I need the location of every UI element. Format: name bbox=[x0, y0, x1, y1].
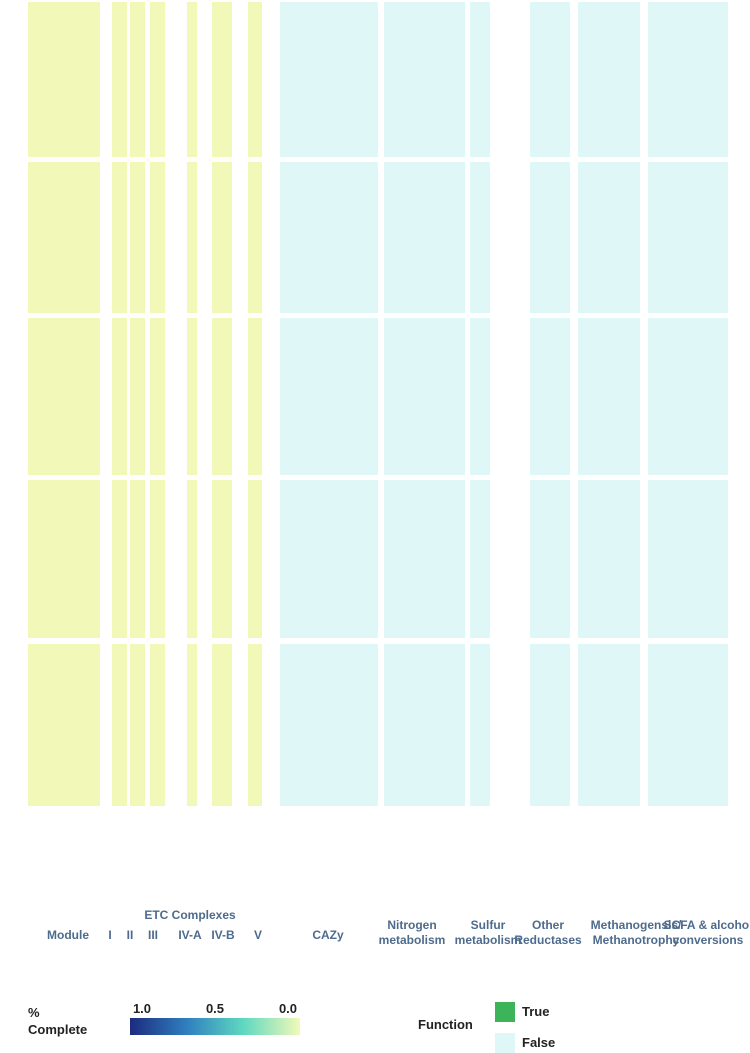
panel bbox=[187, 644, 197, 806]
panel bbox=[578, 480, 640, 638]
column-group-label: IV-A bbox=[178, 928, 202, 942]
panel bbox=[530, 162, 570, 313]
panel bbox=[130, 318, 145, 475]
panel bbox=[530, 480, 570, 638]
panel bbox=[248, 318, 262, 475]
legend-swatch bbox=[495, 1002, 515, 1022]
panel bbox=[150, 644, 165, 806]
column-group-label: IV-B bbox=[211, 928, 235, 942]
panel bbox=[150, 480, 165, 638]
column-group-label: Sulfur metabolism bbox=[454, 918, 522, 947]
panel bbox=[578, 2, 640, 157]
column-group-label: II bbox=[126, 928, 134, 942]
panel bbox=[470, 318, 490, 475]
panel bbox=[112, 480, 127, 638]
panel bbox=[187, 318, 197, 475]
panel bbox=[384, 2, 465, 157]
panel bbox=[212, 480, 232, 638]
panel bbox=[384, 644, 465, 806]
panel bbox=[248, 2, 262, 157]
column-group-label: Nitrogen metabolism bbox=[378, 918, 446, 947]
column-group-label: V bbox=[253, 928, 262, 942]
legend-label: True bbox=[522, 1004, 549, 1019]
colorbar-tick-label: 0.5 bbox=[206, 1001, 224, 1016]
panel bbox=[112, 162, 127, 313]
panel bbox=[248, 480, 262, 638]
panel bbox=[130, 2, 145, 157]
panel bbox=[648, 2, 728, 157]
panel bbox=[248, 162, 262, 313]
column-group-label: Module bbox=[47, 928, 89, 942]
panel bbox=[384, 480, 465, 638]
column-group-label: Other Reductases bbox=[514, 918, 582, 947]
column-group-label: Methanogensis/ Methanotrophy bbox=[590, 918, 682, 947]
panel bbox=[112, 644, 127, 806]
column-group-label: CAZy bbox=[312, 928, 344, 942]
colorbar-title: % Complete bbox=[28, 1005, 88, 1037]
panel bbox=[130, 480, 145, 638]
panel bbox=[530, 644, 570, 806]
panel bbox=[28, 480, 100, 638]
function-legend-title: Function bbox=[418, 1017, 473, 1032]
panel bbox=[470, 480, 490, 638]
panel bbox=[28, 2, 100, 157]
panel bbox=[470, 162, 490, 313]
panel bbox=[212, 162, 232, 313]
panel bbox=[648, 162, 728, 313]
colorbar-tick-label: 1.0 bbox=[133, 1001, 151, 1016]
panel bbox=[648, 318, 728, 475]
panel bbox=[280, 644, 378, 806]
panel bbox=[187, 480, 197, 638]
panel bbox=[248, 644, 262, 806]
panel bbox=[384, 318, 465, 475]
panel bbox=[648, 480, 728, 638]
panel bbox=[28, 318, 100, 475]
colorbar-tick-label: 0.0 bbox=[279, 1001, 297, 1016]
etc-title: ETC Complexes bbox=[144, 908, 236, 922]
panel bbox=[28, 644, 100, 806]
panel bbox=[130, 162, 145, 313]
column-group-label: SCFA & alcohol conversions bbox=[663, 918, 750, 947]
panel bbox=[187, 162, 197, 313]
column-group-label: I bbox=[108, 928, 112, 942]
panel bbox=[280, 480, 378, 638]
panel bbox=[150, 2, 165, 157]
legend-swatch bbox=[495, 1033, 515, 1053]
panel bbox=[187, 2, 197, 157]
panel bbox=[384, 162, 465, 313]
panel bbox=[530, 2, 570, 157]
panel bbox=[530, 318, 570, 475]
panel bbox=[470, 2, 490, 157]
panel bbox=[280, 2, 378, 157]
panel bbox=[212, 318, 232, 475]
column-group-label: III bbox=[147, 928, 158, 942]
panel bbox=[578, 162, 640, 313]
panel bbox=[280, 318, 378, 475]
panel bbox=[212, 2, 232, 157]
panel bbox=[470, 644, 490, 806]
panel bbox=[150, 162, 165, 313]
panel bbox=[578, 318, 640, 475]
colorbar bbox=[130, 1018, 300, 1035]
panel bbox=[112, 2, 127, 157]
panel bbox=[280, 162, 378, 313]
panel bbox=[212, 644, 232, 806]
panel bbox=[648, 644, 728, 806]
panel bbox=[150, 318, 165, 475]
legend-label: False bbox=[522, 1035, 555, 1050]
panel bbox=[130, 644, 145, 806]
panel bbox=[578, 644, 640, 806]
panel bbox=[28, 162, 100, 313]
panel bbox=[112, 318, 127, 475]
